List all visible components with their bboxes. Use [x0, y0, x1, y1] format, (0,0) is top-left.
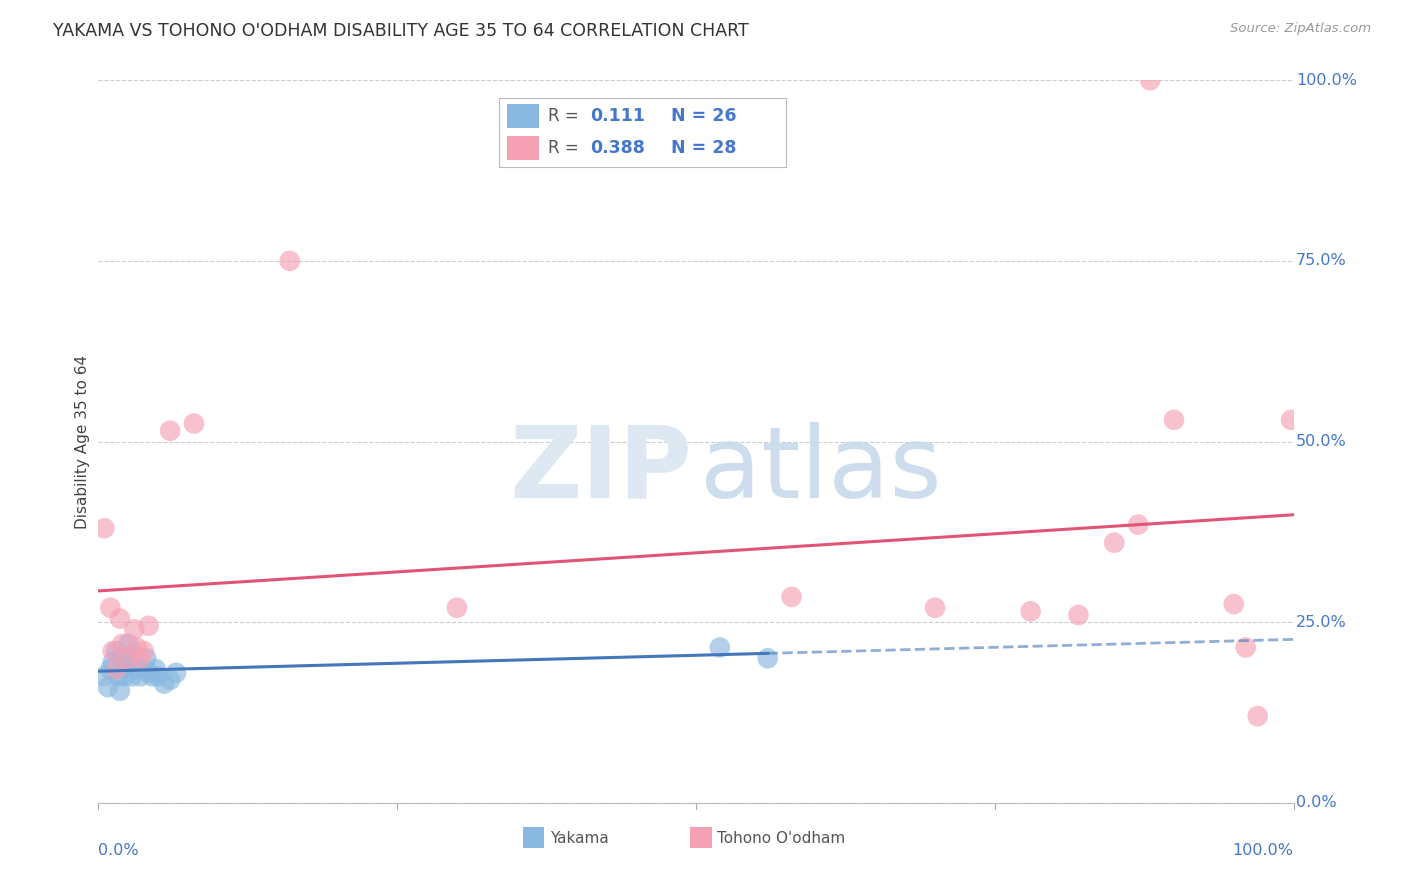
Point [780, 590, 803, 604]
Text: atlas: atlas [700, 422, 941, 519]
Point [1279, 413, 1302, 427]
Point [1128, 517, 1150, 532]
Point [924, 600, 946, 615]
Point [1163, 413, 1185, 427]
Text: 0.0%: 0.0% [1296, 796, 1337, 810]
Point [124, 648, 146, 662]
Point [183, 417, 205, 431]
Point [117, 637, 139, 651]
Point [1223, 597, 1246, 611]
Point [93, 669, 115, 683]
Point [111, 651, 134, 665]
Text: 50.0%: 50.0% [1296, 434, 1347, 449]
Point [124, 623, 146, 637]
Text: ZIP: ZIP [509, 422, 692, 519]
Point [93, 521, 115, 535]
Text: Tohono O'odham: Tohono O'odham [717, 830, 846, 846]
Point [145, 662, 167, 676]
Point [114, 669, 136, 683]
Point [111, 637, 134, 651]
Point [1139, 73, 1161, 87]
Point [278, 253, 301, 268]
FancyBboxPatch shape [690, 828, 711, 847]
Point [446, 600, 468, 615]
Text: 75.0%: 75.0% [1296, 253, 1347, 268]
Point [159, 424, 181, 438]
Point [153, 676, 176, 690]
Point [1067, 607, 1090, 622]
Point [159, 673, 181, 687]
Point [141, 669, 163, 683]
Point [108, 611, 131, 625]
Point [1234, 640, 1257, 655]
Point [148, 669, 170, 683]
Point [117, 655, 139, 669]
Point [105, 662, 128, 676]
Point [1104, 535, 1126, 549]
Point [1247, 709, 1270, 723]
Text: YAKAMA VS TOHONO O'ODHAM DISABILITY AGE 35 TO 64 CORRELATION CHART: YAKAMA VS TOHONO O'ODHAM DISABILITY AGE … [53, 22, 749, 40]
Point [129, 651, 152, 665]
Text: 100.0%: 100.0% [1233, 843, 1294, 857]
Point [107, 669, 129, 683]
Text: 25.0%: 25.0% [1296, 615, 1347, 630]
Point [138, 665, 160, 680]
Point [111, 662, 134, 676]
Point [135, 651, 157, 665]
Point [125, 662, 148, 676]
Text: 100.0%: 100.0% [1296, 73, 1357, 87]
Point [165, 665, 187, 680]
Point [132, 644, 155, 658]
Point [121, 669, 143, 683]
Y-axis label: Disability Age 35 to 64: Disability Age 35 to 64 [75, 354, 90, 529]
Point [105, 644, 128, 658]
Point [125, 640, 148, 655]
Point [129, 669, 152, 683]
Point [1019, 604, 1042, 618]
Point [101, 655, 124, 669]
Point [756, 651, 779, 665]
Text: Yakama: Yakama [550, 830, 609, 846]
FancyBboxPatch shape [523, 828, 544, 847]
Point [101, 644, 124, 658]
Point [97, 680, 120, 694]
Point [117, 651, 139, 665]
Point [138, 619, 160, 633]
Text: 0.0%: 0.0% [98, 843, 139, 857]
Point [98, 662, 122, 676]
Point [98, 600, 122, 615]
Text: Source: ZipAtlas.com: Source: ZipAtlas.com [1230, 22, 1371, 36]
Point [108, 683, 131, 698]
Point [709, 640, 731, 655]
